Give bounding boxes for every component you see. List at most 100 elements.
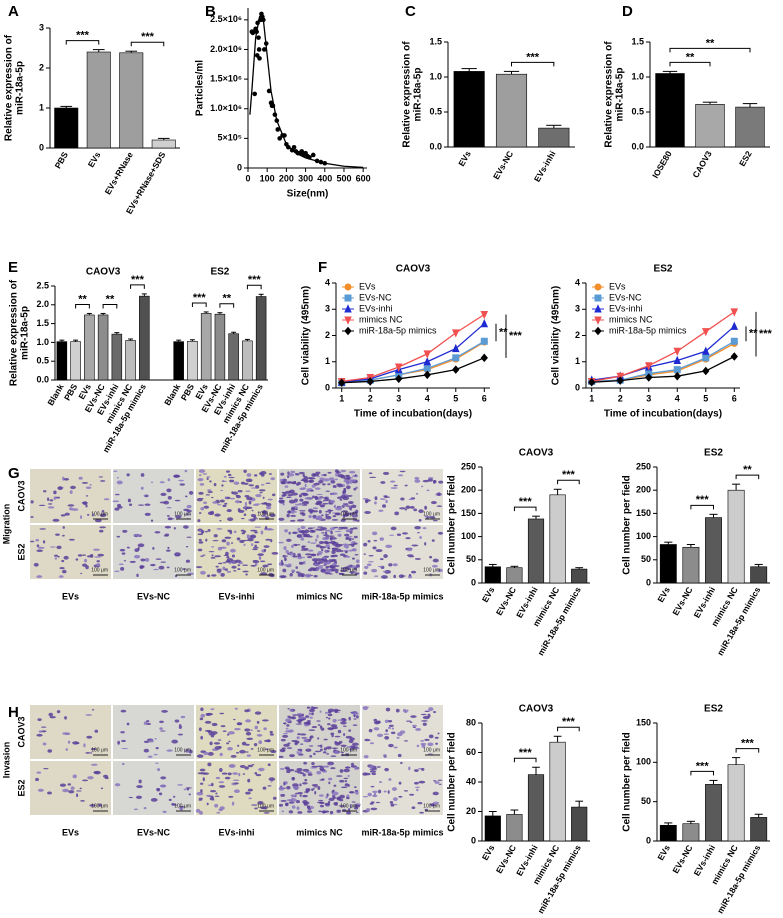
cell (331, 547, 339, 550)
cell (217, 572, 222, 574)
cell (339, 769, 344, 773)
cell (368, 555, 374, 557)
cell (298, 510, 306, 512)
cell (91, 709, 95, 711)
cell (335, 548, 342, 553)
cell (267, 563, 273, 566)
cell (297, 519, 304, 522)
cell (400, 497, 405, 501)
cell (431, 803, 436, 807)
cell (254, 531, 258, 534)
cell (399, 507, 406, 510)
point (256, 35, 261, 40)
cell (300, 549, 307, 551)
cell (340, 569, 348, 573)
cell (263, 812, 270, 814)
cell (388, 563, 393, 567)
cell (54, 554, 59, 557)
cell (322, 751, 327, 754)
cell (206, 794, 211, 797)
cell (374, 501, 377, 505)
cell (198, 727, 202, 732)
cell (325, 541, 331, 544)
cell (345, 536, 350, 540)
y-axis-label: Cell number per field (622, 475, 633, 574)
scale-bar-label: 100 μm (257, 567, 274, 573)
cell (214, 803, 219, 808)
y-axis-label: Relative expression of (4, 34, 15, 141)
cell (287, 563, 292, 568)
marker (673, 355, 682, 364)
series-line (341, 340, 485, 384)
column-label: mimics NC (296, 827, 343, 837)
cell (221, 480, 227, 483)
cell (333, 802, 337, 806)
x-tick-label: EVs (655, 585, 672, 604)
cell (406, 709, 409, 712)
cell (300, 530, 307, 534)
significance-bracket (75, 303, 90, 309)
cell (233, 718, 236, 721)
cell (327, 509, 334, 512)
cell (284, 564, 288, 566)
cell (317, 516, 323, 521)
bar (255, 296, 267, 381)
cell (263, 548, 267, 552)
cell (165, 549, 171, 552)
cell (267, 498, 273, 501)
cell (414, 479, 421, 483)
cell (343, 733, 346, 736)
cell (234, 559, 242, 563)
cell (355, 559, 360, 564)
cell (338, 572, 344, 576)
scale-bar-label: 100 μm (174, 803, 191, 809)
cell (353, 487, 357, 491)
micrograph (113, 525, 194, 579)
cell (372, 794, 378, 798)
cell (347, 775, 351, 777)
cell (260, 471, 267, 475)
cell (300, 525, 306, 530)
cell (294, 742, 298, 746)
cell (230, 755, 237, 758)
cell (330, 492, 338, 495)
cell (278, 541, 284, 544)
cell (229, 497, 236, 500)
y-tick-label: 1 (325, 356, 330, 366)
cell (342, 490, 345, 495)
cell (363, 755, 369, 759)
cell (366, 563, 372, 567)
cell (370, 807, 378, 811)
cell (290, 470, 296, 474)
cell (332, 484, 337, 488)
cell (418, 767, 422, 770)
cell (292, 531, 298, 535)
significance-bracket (669, 47, 751, 53)
legend-label: mimics NC (359, 314, 403, 324)
cell (369, 802, 374, 805)
cell (262, 719, 269, 722)
x-tick-label: 6 (482, 393, 487, 403)
cell (302, 794, 308, 798)
cell (344, 566, 352, 568)
panel-label: H (8, 704, 19, 721)
cell (303, 761, 307, 765)
cell (144, 558, 150, 562)
cell (324, 529, 332, 532)
cell (321, 532, 325, 534)
cell (431, 539, 435, 542)
cell (140, 558, 146, 562)
cell (281, 491, 287, 494)
cell (221, 772, 228, 775)
x-tick-label: 200 (279, 173, 294, 183)
cell (397, 753, 402, 758)
cell (332, 718, 337, 723)
error-bar (92, 49, 105, 52)
cell (138, 779, 142, 784)
cell (354, 789, 359, 793)
cell (313, 563, 319, 565)
cell (434, 781, 440, 784)
significance-label: ** (499, 326, 508, 338)
cell (267, 785, 272, 787)
cell (427, 478, 434, 482)
